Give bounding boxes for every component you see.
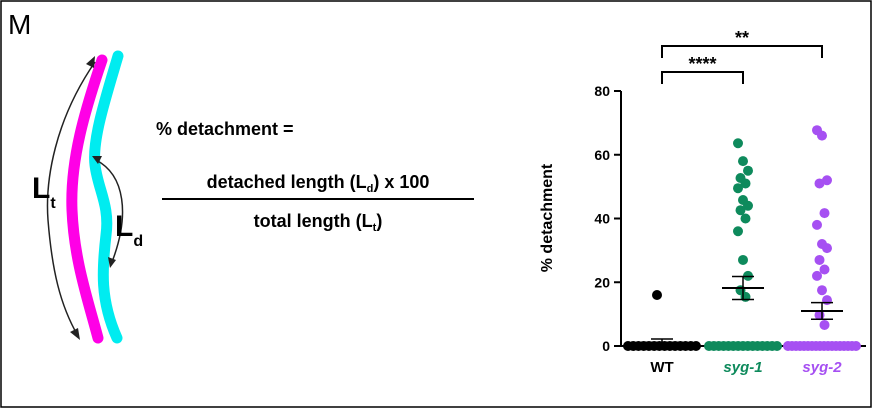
data-point xyxy=(820,320,830,330)
y-tick-label: 40 xyxy=(594,211,610,227)
total-length-symbol: L xyxy=(32,172,50,205)
denominator-tail: ) xyxy=(376,211,382,231)
numerator-tail: ) x 100 xyxy=(373,172,429,192)
detached-length-subscript: d xyxy=(133,233,143,250)
numerator-subscript: d xyxy=(367,183,374,195)
panel-label: M xyxy=(8,9,31,40)
data-point xyxy=(733,138,743,148)
x-tick-label: WT xyxy=(650,359,673,376)
data-point xyxy=(691,341,701,351)
data-point xyxy=(822,243,832,253)
data-point xyxy=(851,341,861,351)
total-length-subscript: t xyxy=(50,195,56,212)
formula-lhs: % detachment = xyxy=(156,119,294,139)
data-point xyxy=(733,226,743,236)
data-point xyxy=(738,156,748,166)
y-tick-label: 80 xyxy=(594,83,610,99)
data-point xyxy=(743,166,753,176)
detached-length-symbol: L xyxy=(115,210,133,243)
significance-label: **** xyxy=(688,54,716,74)
data-point xyxy=(817,285,827,295)
formula-denominator: total length (Lt) xyxy=(254,211,383,234)
x-tick-label: syg-2 xyxy=(802,359,842,376)
data-point xyxy=(820,208,830,218)
y-tick-label: 20 xyxy=(594,274,610,290)
data-point xyxy=(733,183,743,193)
y-tick-label: 0 xyxy=(602,338,610,354)
data-point xyxy=(812,220,822,230)
data-point xyxy=(741,292,751,302)
data-point xyxy=(815,178,825,188)
page: M Lt Ld % detachment = detached length (… xyxy=(0,0,872,408)
denominator-text: total length (L xyxy=(254,211,373,231)
x-tick-label: syg-1 xyxy=(723,359,762,376)
data-point xyxy=(812,271,822,281)
y-axis-label: % detachment xyxy=(539,163,556,272)
data-point xyxy=(736,205,746,215)
data-point xyxy=(817,131,827,141)
y-tick-label: 60 xyxy=(594,147,610,163)
data-point xyxy=(652,290,662,300)
data-point xyxy=(815,255,825,265)
formula-numerator: detached length (Ld) x 100 xyxy=(207,172,430,195)
figure-panel: M Lt Ld % detachment = detached length (… xyxy=(0,0,872,408)
significance-label: ** xyxy=(735,28,749,48)
data-point xyxy=(822,295,832,305)
data-point xyxy=(772,341,782,351)
data-point xyxy=(738,255,748,265)
data-point xyxy=(741,214,751,224)
numerator-text: detached length (L xyxy=(207,172,367,192)
